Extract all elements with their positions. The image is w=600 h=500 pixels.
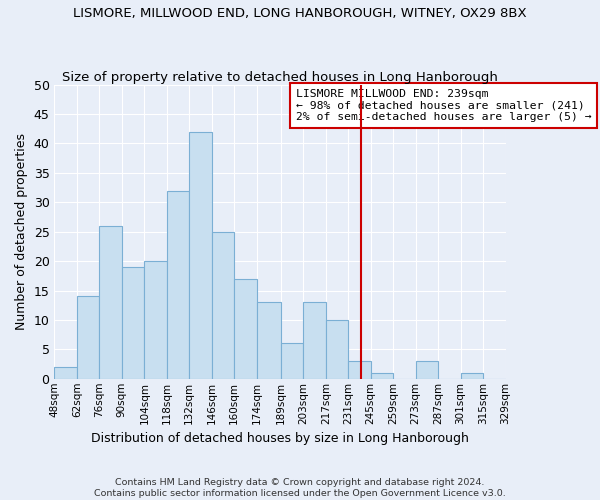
Bar: [461, 373, 483, 379]
Title: Size of property relative to detached houses in Long Hanborough: Size of property relative to detached ho…: [62, 70, 498, 84]
Text: LISMORE MILLWOOD END: 239sqm
← 98% of detached houses are smaller (241)
2% of se: LISMORE MILLWOOD END: 239sqm ← 98% of de…: [296, 89, 592, 122]
Text: Contains HM Land Registry data © Crown copyright and database right 2024.
Contai: Contains HM Land Registry data © Crown c…: [94, 478, 506, 498]
Bar: [122, 267, 145, 379]
Bar: [55, 367, 77, 379]
Bar: [257, 302, 281, 379]
Bar: [416, 361, 438, 379]
X-axis label: Distribution of detached houses by size in Long Hanborough: Distribution of detached houses by size …: [91, 432, 469, 445]
Bar: [371, 373, 393, 379]
Bar: [281, 344, 303, 379]
Bar: [77, 296, 100, 379]
Bar: [303, 302, 326, 379]
Bar: [100, 226, 122, 379]
Bar: [234, 279, 257, 379]
Y-axis label: Number of detached properties: Number of detached properties: [15, 133, 28, 330]
Bar: [326, 320, 348, 379]
Bar: [348, 361, 371, 379]
Bar: [167, 190, 189, 379]
Text: LISMORE, MILLWOOD END, LONG HANBOROUGH, WITNEY, OX29 8BX: LISMORE, MILLWOOD END, LONG HANBOROUGH, …: [73, 8, 527, 20]
Bar: [145, 261, 167, 379]
Bar: [189, 132, 212, 379]
Bar: [212, 232, 234, 379]
